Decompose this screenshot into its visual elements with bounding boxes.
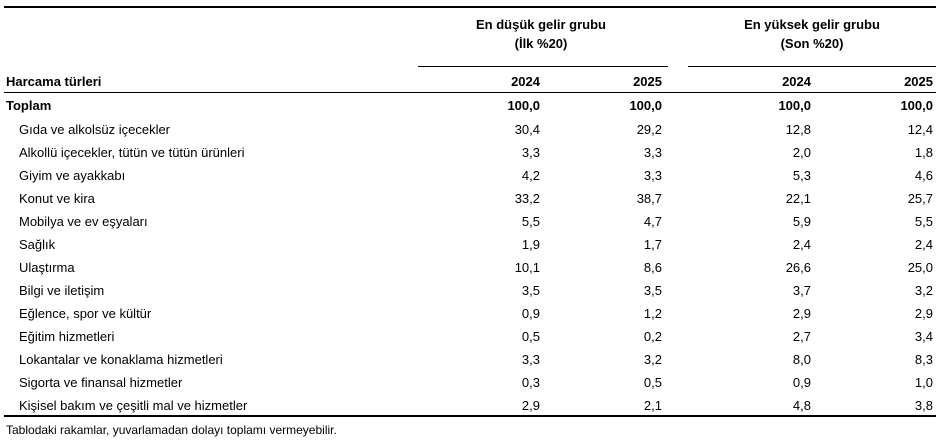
rule: [4, 6, 936, 8]
cell: 8,6: [643, 260, 662, 275]
row-label-header: Harcama türleri: [6, 74, 102, 89]
cell: 2,1: [643, 398, 662, 413]
cell: 3,3: [643, 145, 662, 160]
group-title: En yüksek gelir grubu: [744, 17, 880, 32]
cell: 3,5: [521, 283, 540, 298]
rule: [4, 92, 936, 93]
cell: 2,0: [792, 145, 811, 160]
cell: 25,0: [907, 260, 933, 275]
cell: 1,8: [914, 145, 933, 160]
cell: 0,5: [643, 375, 662, 390]
cell: 38,7: [636, 191, 662, 206]
row-label: Sağlık: [19, 237, 56, 252]
row-label: Sigorta ve finansal hizmetler: [19, 375, 183, 390]
year-header: 2024: [782, 74, 811, 89]
cell: 1,0: [914, 375, 933, 390]
row-label: Mobilya ve ev eşyaları: [19, 214, 148, 229]
row-label: Ulaştırma: [19, 260, 75, 275]
cell: 100,0: [900, 98, 933, 113]
cell: 2,9: [914, 306, 933, 321]
cell: 33,2: [514, 191, 540, 206]
cell: 1,2: [643, 306, 662, 321]
cell: 2,4: [792, 237, 811, 252]
group-title: En düşük gelir grubu: [475, 17, 606, 32]
rule: [4, 415, 936, 417]
cell: 10,1: [514, 260, 540, 275]
row-label: Lokantalar ve konaklama hizmetleri: [19, 352, 223, 367]
cell: 4,2: [521, 168, 540, 183]
year-header: 2024: [511, 74, 540, 89]
cell: 0,2: [643, 329, 662, 344]
cell: 8,3: [914, 352, 933, 367]
cell: 5,9: [792, 214, 811, 229]
cell: 100,0: [629, 98, 662, 113]
cell: 2,9: [521, 398, 540, 413]
group-subtitle: (İlk %20): [514, 36, 568, 51]
cell: 4,7: [643, 214, 662, 229]
cell: 100,0: [507, 98, 540, 113]
row-label: Alkollü içecekler, tütün ve tütün ürünle…: [19, 145, 245, 160]
cell: 8,0: [792, 352, 811, 367]
row-label: Bilgi ve iletişim: [19, 283, 105, 298]
cell: 2,9: [792, 306, 811, 321]
cell: 4,6: [914, 168, 933, 183]
cell: 4,8: [792, 398, 811, 413]
cell: 5,5: [521, 214, 540, 229]
row-label: Eğitim hizmetleri: [19, 329, 115, 344]
cell: 12,8: [785, 122, 811, 137]
cell: 5,3: [792, 168, 811, 183]
cell: 1,9: [521, 237, 540, 252]
cell: 29,2: [636, 122, 662, 137]
cell: 2,4: [914, 237, 933, 252]
cell: 2,7: [792, 329, 811, 344]
cell: 0,9: [521, 306, 540, 321]
row-label: Konut ve kira: [19, 191, 95, 206]
cell: 3,5: [643, 283, 662, 298]
cell: 100,0: [778, 98, 811, 113]
row-label: Toplam: [6, 98, 52, 113]
cell: 3,2: [643, 352, 662, 367]
cell: 3,2: [914, 283, 933, 298]
cell: 5,5: [914, 214, 933, 229]
cell: 1,7: [643, 237, 662, 252]
cell: 22,1: [785, 191, 811, 206]
cell: 12,4: [907, 122, 933, 137]
cell: 30,4: [514, 122, 540, 137]
cell: 26,6: [785, 260, 811, 275]
cell: 0,9: [792, 375, 811, 390]
cell: 3,3: [521, 352, 540, 367]
rule: [688, 66, 936, 67]
cell: 3,3: [643, 168, 662, 183]
cell: 3,4: [914, 329, 933, 344]
group-subtitle: (Son %20): [780, 36, 844, 51]
year-header: 2025: [633, 74, 662, 89]
year-header: 2025: [904, 74, 933, 89]
row-label: Giyim ve ayakkabı: [19, 168, 126, 183]
cell: 0,5: [521, 329, 540, 344]
cell: 3,3: [521, 145, 540, 160]
footnote: Tablodaki rakamlar, yuvarlamadan dolayı …: [6, 423, 337, 437]
cell: 0,3: [521, 375, 540, 390]
cell: 3,7: [792, 283, 811, 298]
row-label: Kişisel bakım ve çeşitli mal ve hizmetle…: [19, 398, 248, 413]
row-label: Eğlence, spor ve kültür: [19, 306, 152, 321]
cell: 3,8: [914, 398, 933, 413]
row-label: Gıda ve alkolsüz içecekler: [19, 122, 171, 137]
cell: 25,7: [907, 191, 933, 206]
rule: [418, 66, 668, 67]
